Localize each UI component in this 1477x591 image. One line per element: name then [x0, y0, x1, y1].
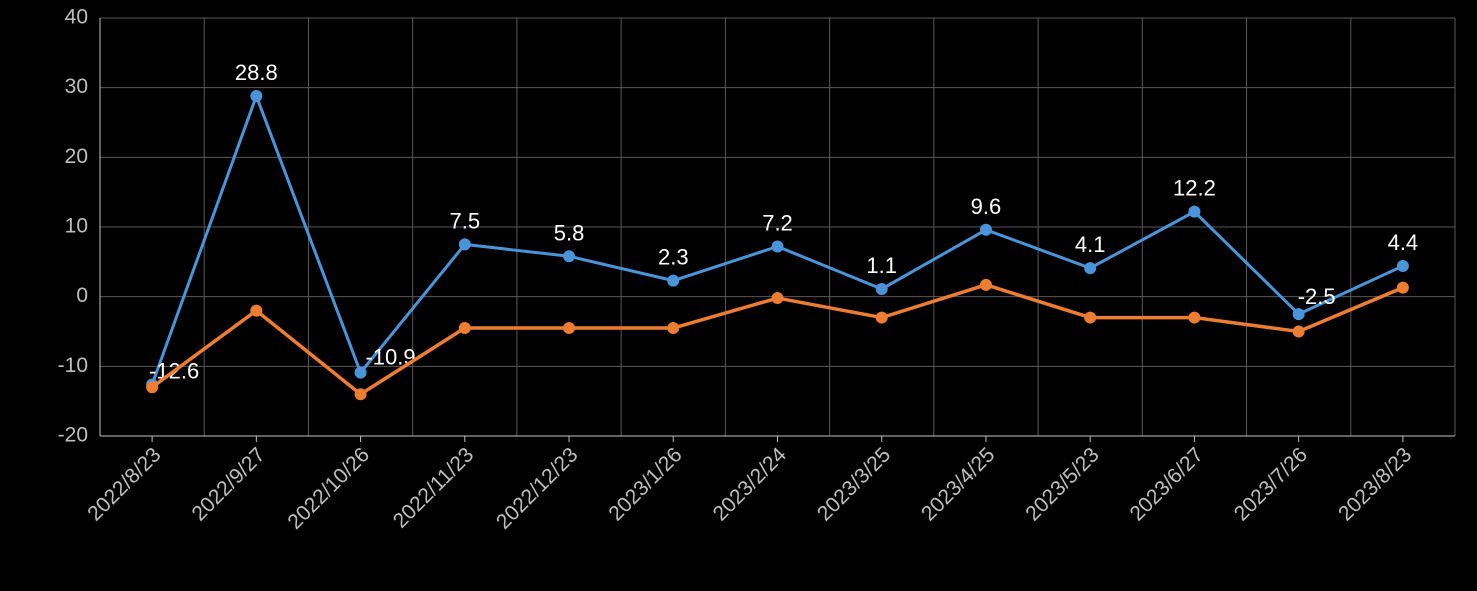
- series-blue-data-label: 7.5: [450, 208, 481, 233]
- series-blue-marker: [1398, 261, 1408, 271]
- y-axis-tick-label: 40: [65, 6, 88, 29]
- series-blue-data-label: 9.6: [971, 194, 1002, 219]
- series-orange-marker: [356, 389, 366, 399]
- series-blue-marker: [356, 368, 366, 378]
- series-orange-marker: [1398, 283, 1408, 293]
- y-axis-tick-label: 20: [65, 145, 88, 168]
- series-blue-marker: [773, 242, 783, 252]
- series-orange-marker: [147, 382, 157, 392]
- series-orange-marker: [1189, 313, 1199, 323]
- series-orange-marker: [668, 323, 678, 333]
- series-blue-data-label: 5.8: [554, 220, 585, 245]
- series-blue-marker: [1189, 207, 1199, 217]
- series-orange-marker: [981, 280, 991, 290]
- series-blue-data-label: 2.3: [658, 245, 689, 270]
- series-blue-data-label: 12.2: [1173, 176, 1216, 201]
- series-blue-data-label: 4.1: [1075, 232, 1106, 257]
- series-blue-marker: [1085, 263, 1095, 273]
- y-axis-tick-label: 10: [65, 215, 88, 238]
- series-blue-data-label: 28.8: [235, 60, 278, 85]
- y-axis-tick-label: 0: [76, 284, 88, 307]
- series-blue-marker: [981, 225, 991, 235]
- series-orange-marker: [251, 306, 261, 316]
- series-blue-marker: [1294, 309, 1304, 319]
- series-blue-marker: [668, 276, 678, 286]
- y-axis-tick-label: -20: [58, 424, 88, 447]
- y-axis-tick-label: -10: [58, 354, 88, 377]
- series-orange-marker: [564, 323, 574, 333]
- series-orange-marker: [773, 293, 783, 303]
- y-axis-tick-label: 30: [65, 75, 88, 98]
- series-blue-marker: [460, 239, 470, 249]
- series-orange-marker: [1294, 327, 1304, 337]
- series-blue-data-label: 4.4: [1388, 230, 1419, 255]
- series-blue-data-label: 1.1: [866, 253, 897, 278]
- series-blue-data-label: 7.2: [762, 211, 793, 236]
- series-orange-marker: [877, 313, 887, 323]
- series-blue-marker: [877, 284, 887, 294]
- series-orange-marker: [1085, 313, 1095, 323]
- series-blue-marker: [251, 91, 261, 101]
- series-orange-marker: [460, 323, 470, 333]
- line-chart: -20-100102030402022/8/232022/9/272022/10…: [0, 0, 1477, 591]
- series-blue-marker: [564, 251, 574, 261]
- series-blue-data-label: -2.5: [1298, 284, 1336, 309]
